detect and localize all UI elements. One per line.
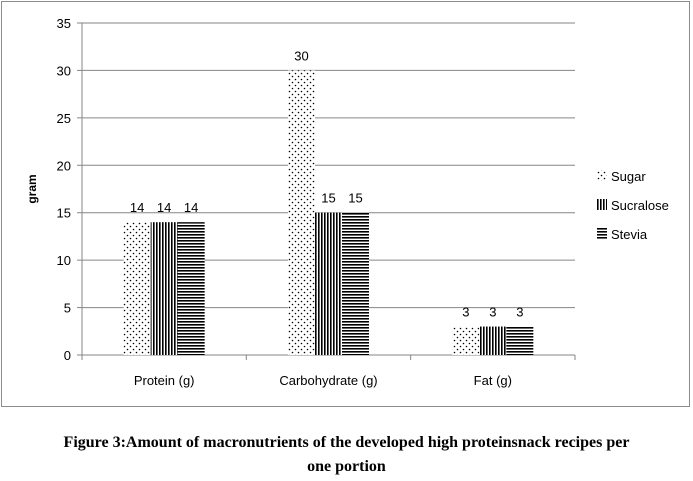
y-tick-label: 20 xyxy=(57,158,71,173)
legend-swatch xyxy=(597,170,607,181)
y-tick-label: 30 xyxy=(57,63,71,78)
bars xyxy=(123,70,534,355)
y-tick-label: 35 xyxy=(57,16,71,31)
bar xyxy=(452,326,480,355)
data-label: 15 xyxy=(321,191,335,206)
data-label: 3 xyxy=(516,305,523,320)
x-category-label: Protein (g) xyxy=(134,373,195,388)
legend-label: Sugar xyxy=(611,169,646,184)
data-label: 3 xyxy=(489,305,496,320)
y-tick-label: 10 xyxy=(57,253,71,268)
bar xyxy=(150,222,178,355)
legend: Sugar Sucralose Stevia xyxy=(597,169,669,242)
y-tick-label: 5 xyxy=(64,301,71,316)
x-category-label: Fat (g) xyxy=(474,373,512,388)
data-label: 14 xyxy=(184,200,198,215)
data-label: 3 xyxy=(462,305,469,320)
y-axis-title: gram xyxy=(25,174,39,203)
data-label: 14 xyxy=(130,200,144,215)
legend-label: Sucralose xyxy=(611,198,669,213)
bar xyxy=(123,222,151,355)
x-category-label: Carbohydrate (g) xyxy=(279,373,377,388)
data-label: 30 xyxy=(294,48,308,63)
data-label: 14 xyxy=(157,200,171,215)
legend-swatch xyxy=(597,199,607,210)
caption-line-2: one portion xyxy=(307,458,386,475)
bar xyxy=(315,212,342,355)
bar xyxy=(288,70,315,355)
caption-line-1: Figure 3:Amount of macronutrients of the… xyxy=(63,434,630,451)
y-tick-label: 0 xyxy=(64,348,71,363)
bar-chart: 0 5 10 15 20 25 30 35 Protein (g) Carbohydrate (g… xyxy=(25,16,669,388)
bar xyxy=(479,326,507,355)
y-tick-label: 15 xyxy=(57,206,71,221)
y-tick-label: 25 xyxy=(57,111,71,126)
data-labels: 14 14 14 30 15 15 3 3 3 xyxy=(130,48,524,319)
figure-caption: Figure 3:Amount of macronutrients of the… xyxy=(0,431,693,479)
legend-label: Stevia xyxy=(611,227,648,242)
legend-swatch xyxy=(597,228,607,239)
data-label: 15 xyxy=(348,191,362,206)
bar xyxy=(177,222,205,355)
bar xyxy=(506,326,534,355)
axes: 0 5 10 15 20 25 30 35 Protein (g) Carbohydrate (g… xyxy=(25,16,576,388)
bar xyxy=(342,212,369,355)
